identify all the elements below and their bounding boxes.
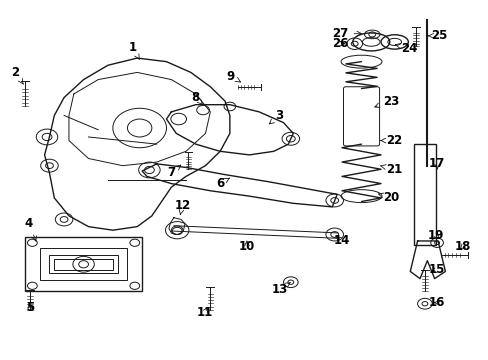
Text: 5: 5 — [26, 301, 34, 314]
Text: 11: 11 — [196, 306, 212, 319]
Text: 16: 16 — [428, 296, 445, 309]
Text: 23: 23 — [374, 95, 398, 108]
Text: 19: 19 — [427, 229, 444, 242]
Text: 3: 3 — [269, 109, 283, 124]
Text: 27: 27 — [332, 27, 361, 40]
Text: 18: 18 — [454, 240, 470, 253]
Text: 4: 4 — [25, 216, 37, 241]
Text: 10: 10 — [238, 240, 255, 253]
Text: 20: 20 — [378, 192, 398, 204]
Text: 8: 8 — [191, 91, 203, 104]
Text: 15: 15 — [428, 263, 445, 276]
Text: 24: 24 — [395, 41, 417, 54]
Text: 6: 6 — [216, 177, 229, 190]
Text: 13: 13 — [271, 282, 290, 296]
Text: 14: 14 — [333, 234, 349, 247]
Text: 1: 1 — [128, 41, 139, 59]
Text: 26: 26 — [332, 37, 348, 50]
Text: 9: 9 — [226, 69, 240, 82]
Text: 22: 22 — [380, 134, 402, 147]
Text: 17: 17 — [428, 157, 444, 170]
Text: 12: 12 — [174, 199, 190, 215]
Text: 25: 25 — [427, 29, 447, 42]
Text: 2: 2 — [11, 66, 23, 84]
Text: 7: 7 — [167, 165, 181, 179]
Text: 21: 21 — [380, 163, 402, 176]
